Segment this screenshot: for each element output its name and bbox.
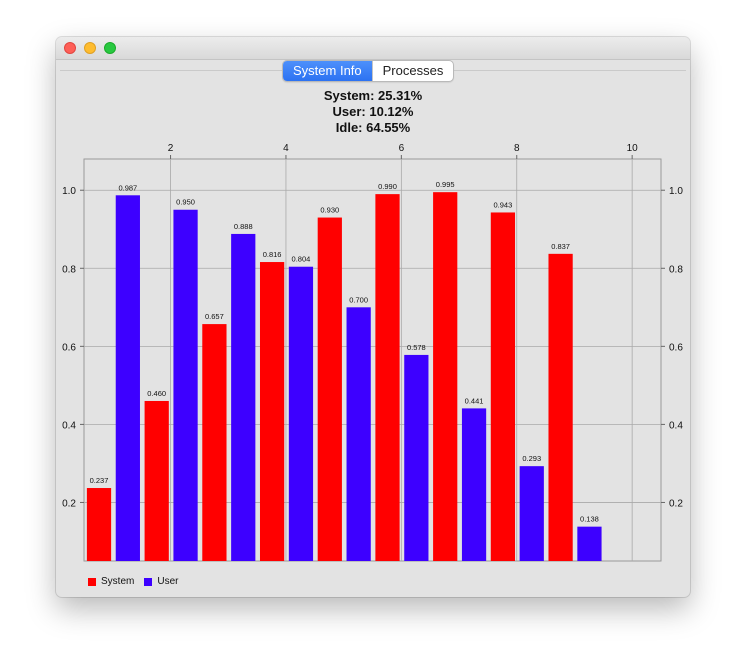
y-tick-label-right: 0.6 (669, 342, 683, 353)
y-tick-label-right: 0.4 (669, 420, 683, 431)
y-tick-label-left: 1.0 (62, 186, 76, 197)
bar-system-1 (86, 488, 112, 561)
bar-value-label: 0.578 (407, 343, 426, 352)
bar-system-8 (490, 212, 516, 561)
close-window-button[interactable] (64, 42, 76, 54)
minimize-window-button[interactable] (84, 42, 96, 54)
tab-processes[interactable]: Processes (371, 61, 454, 81)
bar-user-2 (173, 209, 198, 561)
title-bar (56, 37, 690, 60)
bar-value-label: 0.441 (465, 396, 484, 405)
bar-system-3 (202, 324, 227, 561)
bar-value-label: 0.888 (234, 222, 253, 231)
bar-user-3 (231, 233, 256, 561)
plot-frame (83, 158, 662, 562)
y-tick-label-left: 0.4 (62, 420, 76, 431)
bar-value-label: 0.816 (263, 250, 282, 259)
y-tick-label-left: 0.8 (62, 264, 76, 275)
bar-value-label: 0.237 (90, 476, 109, 485)
bar-user-5 (346, 307, 371, 561)
bar-system-4 (259, 262, 285, 561)
bar-value-label: 0.700 (349, 295, 368, 304)
legend-swatch-user (144, 577, 153, 586)
y-tick-label-left: 0.6 (62, 342, 76, 353)
bar-value-label: 0.990 (378, 182, 397, 191)
legend-item-user: User (144, 576, 178, 587)
x-tick-label: 10 (627, 143, 639, 154)
bar-value-label: 0.943 (494, 200, 513, 209)
cpu-bar-chart: 0.2 0.2 0.4 0.4 0.6 0.6 0.8 0.8 1.0 1.0 2 4 6 8 10 0.23… (62, 143, 683, 562)
bar-value-label: 0.837 (551, 242, 570, 251)
tab-system-info[interactable]: System Info (283, 61, 372, 81)
bar-value-label: 0.995 (436, 180, 455, 189)
zoom-window-button[interactable] (104, 42, 116, 54)
bar-user-9 (577, 526, 602, 561)
bar-system-5 (317, 217, 342, 561)
bar-user-7 (461, 408, 487, 561)
legend-item-system: System (88, 576, 134, 587)
bar-value-label: 0.987 (118, 183, 137, 192)
bar-user-6 (404, 354, 429, 561)
bar-system-6 (375, 194, 400, 561)
bar-user-1 (115, 195, 140, 561)
x-tick-label: 4 (283, 143, 289, 154)
bar-value-label: 0.950 (176, 198, 195, 207)
legend-label-system: System (101, 576, 135, 587)
bar-user-8 (519, 466, 544, 561)
x-tick-label: 8 (514, 143, 520, 154)
y-tick-label-right: 1.0 (669, 186, 683, 197)
bar-system-7 (433, 192, 458, 562)
bar-system-2 (144, 400, 169, 561)
bar-value-label: 0.930 (320, 206, 339, 215)
app-window: System Info Processes System: 25.31% Use… (56, 37, 690, 597)
legend-swatch-system (88, 577, 96, 586)
bar-system-9 (548, 253, 573, 562)
x-tick-label: 6 (399, 143, 405, 154)
cpu-stats: System: 25.31% User: 10.12% Idle: 64.55% (56, 88, 690, 136)
user-stat: User: 10.12% (332, 104, 414, 119)
bar-value-label: 0.657 (205, 312, 224, 321)
legend-label-user: User (157, 576, 179, 587)
bar-value-label: 0.460 (147, 389, 166, 398)
tab-bar: System Info Processes (282, 60, 455, 82)
y-tick-label-right: 0.2 (669, 498, 683, 509)
y-tick-label-right: 0.8 (669, 264, 683, 275)
chart-legend: System User (88, 576, 188, 587)
bar-value-label: 0.138 (580, 515, 599, 524)
x-tick-label: 2 (168, 143, 174, 154)
y-tick-label-left: 0.2 (62, 498, 76, 509)
idle-stat: Idle: 64.55% (335, 120, 411, 135)
bar-value-label: 0.293 (522, 454, 541, 463)
bar-user-4 (288, 266, 314, 561)
system-stat: System: 25.31% (323, 88, 423, 103)
bar-value-label: 0.804 (292, 255, 311, 264)
